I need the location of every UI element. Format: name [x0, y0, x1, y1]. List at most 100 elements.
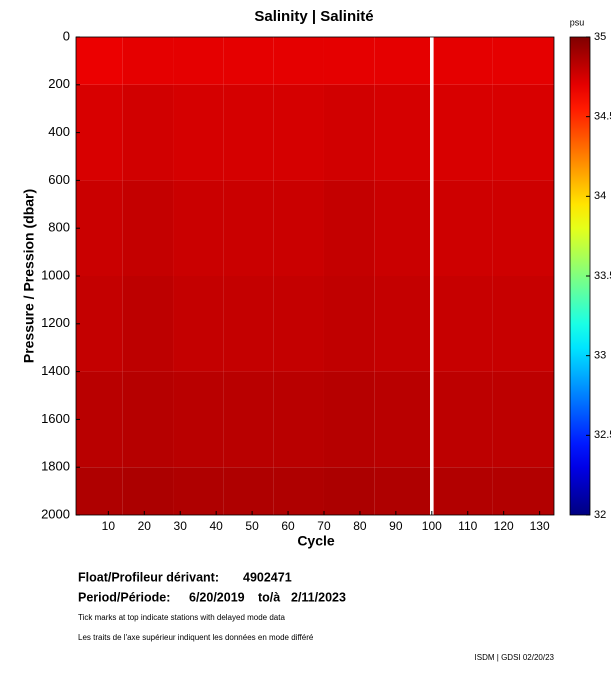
- heatmap-cell: [433, 37, 493, 85]
- x-tick-label: 70: [317, 519, 331, 533]
- heatmap-cell: [323, 84, 375, 181]
- heatmap-cell: [323, 37, 375, 85]
- heatmap-cell: [76, 276, 123, 372]
- heatmap-cell: [492, 276, 554, 372]
- heatmap-cell: [173, 37, 224, 85]
- heatmap-cell: [492, 467, 554, 515]
- y-tick-label: 0: [63, 28, 70, 43]
- x-tick-label: 40: [209, 519, 223, 533]
- heatmap-cell: [273, 467, 324, 515]
- heatmap-cell: [76, 37, 123, 85]
- x-tick-label: 30: [174, 519, 188, 533]
- heatmap-cell: [122, 371, 174, 468]
- period-label: Period/Période:: [78, 590, 170, 604]
- heatmap-cell: [122, 467, 174, 515]
- x-tick-label: 90: [389, 519, 403, 533]
- x-tick-label: 120: [494, 519, 514, 533]
- x-tick-label: 20: [138, 519, 152, 533]
- y-tick-label: 600: [48, 172, 70, 187]
- heatmap-cell: [433, 467, 493, 515]
- heatmap-cell: [273, 84, 324, 181]
- heatmap-cell: [273, 371, 324, 468]
- x-tick-label: 110: [458, 519, 477, 533]
- heatmap-cell: [122, 84, 174, 181]
- heatmap-cell: [433, 180, 493, 276]
- heatmap-cell: [374, 276, 431, 372]
- heatmap-cell: [374, 180, 431, 276]
- heatmap-cell: [223, 371, 274, 468]
- y-tick-label: 1800: [41, 459, 70, 474]
- heatmap-cell: [374, 84, 431, 181]
- heatmap-cell: [76, 371, 123, 468]
- note-en: Tick marks at top indicate stations with…: [78, 613, 285, 622]
- colorbar-tick-label: 33: [594, 350, 606, 362]
- heatmap-cell: [173, 276, 224, 372]
- colorbar-tick-label: 32.5: [594, 429, 611, 441]
- float-id: 4902471: [243, 570, 292, 584]
- credit: ISDM | GDSI 02/20/23: [475, 653, 555, 662]
- colorbar-tick-label: 34: [594, 190, 606, 202]
- heatmap-cell: [374, 467, 431, 515]
- colorbar-tick-label: 33.5: [594, 270, 611, 282]
- colorbar-tick-label: 35: [594, 31, 606, 43]
- y-tick-label: 400: [48, 124, 70, 139]
- y-tick-label: 1600: [41, 411, 70, 426]
- heatmap-cell: [492, 37, 554, 85]
- y-tick-label: 2000: [41, 506, 70, 521]
- heatmap-cell: [223, 276, 274, 372]
- x-tick-label: 80: [353, 519, 367, 533]
- heatmap-cell: [122, 180, 174, 276]
- heatmap-cell: [173, 84, 224, 181]
- heatmap-cell: [433, 276, 493, 372]
- x-tick-label: 50: [245, 519, 259, 533]
- heatmap-cell: [273, 180, 324, 276]
- heatmap-cell: [433, 371, 493, 468]
- heatmap-cell: [323, 180, 375, 276]
- heatmap-cell: [492, 371, 554, 468]
- heatmap-cell: [433, 84, 493, 181]
- heatmap-cell: [76, 84, 123, 181]
- colorbar-label: psu: [570, 17, 585, 27]
- y-tick-label: 1000: [41, 267, 70, 282]
- heatmap-cell: [223, 84, 274, 181]
- note-fr: Les traits de l'axe supérieur indiquent …: [78, 633, 314, 642]
- heatmap-cell: [492, 180, 554, 276]
- heatmap-cell: [273, 276, 324, 372]
- period-end: 2/11/2023: [291, 590, 346, 604]
- heatmap-cell: [323, 467, 375, 515]
- heatmap-cell: [273, 37, 324, 85]
- heatmap: [76, 37, 554, 515]
- heatmap-cell: [173, 467, 224, 515]
- heatmap-cell: [223, 180, 274, 276]
- heatmap-cell: [223, 37, 274, 85]
- period-to: to/à: [258, 590, 280, 604]
- y-tick-label: 1200: [41, 315, 70, 330]
- heatmap-cell: [173, 371, 224, 468]
- heatmap-cell: [122, 37, 174, 85]
- heatmap-cell: [76, 180, 123, 276]
- y-tick-label: 800: [48, 220, 70, 235]
- x-tick-label: 10: [102, 519, 116, 533]
- colorbar-tick-label: 32: [594, 509, 606, 521]
- y-tick-label: 200: [48, 76, 70, 91]
- heatmap-cell: [323, 371, 375, 468]
- heatmap-cell: [492, 84, 554, 181]
- y-axis-label: Pressure / Pression (dbar): [21, 189, 37, 363]
- colorbar-tick-label: 34.5: [594, 111, 611, 123]
- x-axis-label: Cycle: [297, 533, 335, 549]
- period-start: 6/20/2019: [189, 590, 245, 604]
- heatmap-cell: [323, 276, 375, 372]
- x-tick-label: 130: [530, 519, 550, 533]
- x-tick-label: 60: [281, 519, 295, 533]
- x-tick-label: 100: [422, 519, 442, 533]
- heatmap-cell: [374, 371, 431, 468]
- heatmap-cell: [122, 276, 174, 372]
- heatmap-cell: [173, 180, 224, 276]
- heatmap-cell: [223, 467, 274, 515]
- float-label: Float/Profileur dérivant:: [78, 570, 219, 584]
- heatmap-cell: [374, 37, 431, 85]
- chart-title: Salinity | Salinité: [254, 8, 373, 25]
- heatmap-cell: [76, 467, 123, 515]
